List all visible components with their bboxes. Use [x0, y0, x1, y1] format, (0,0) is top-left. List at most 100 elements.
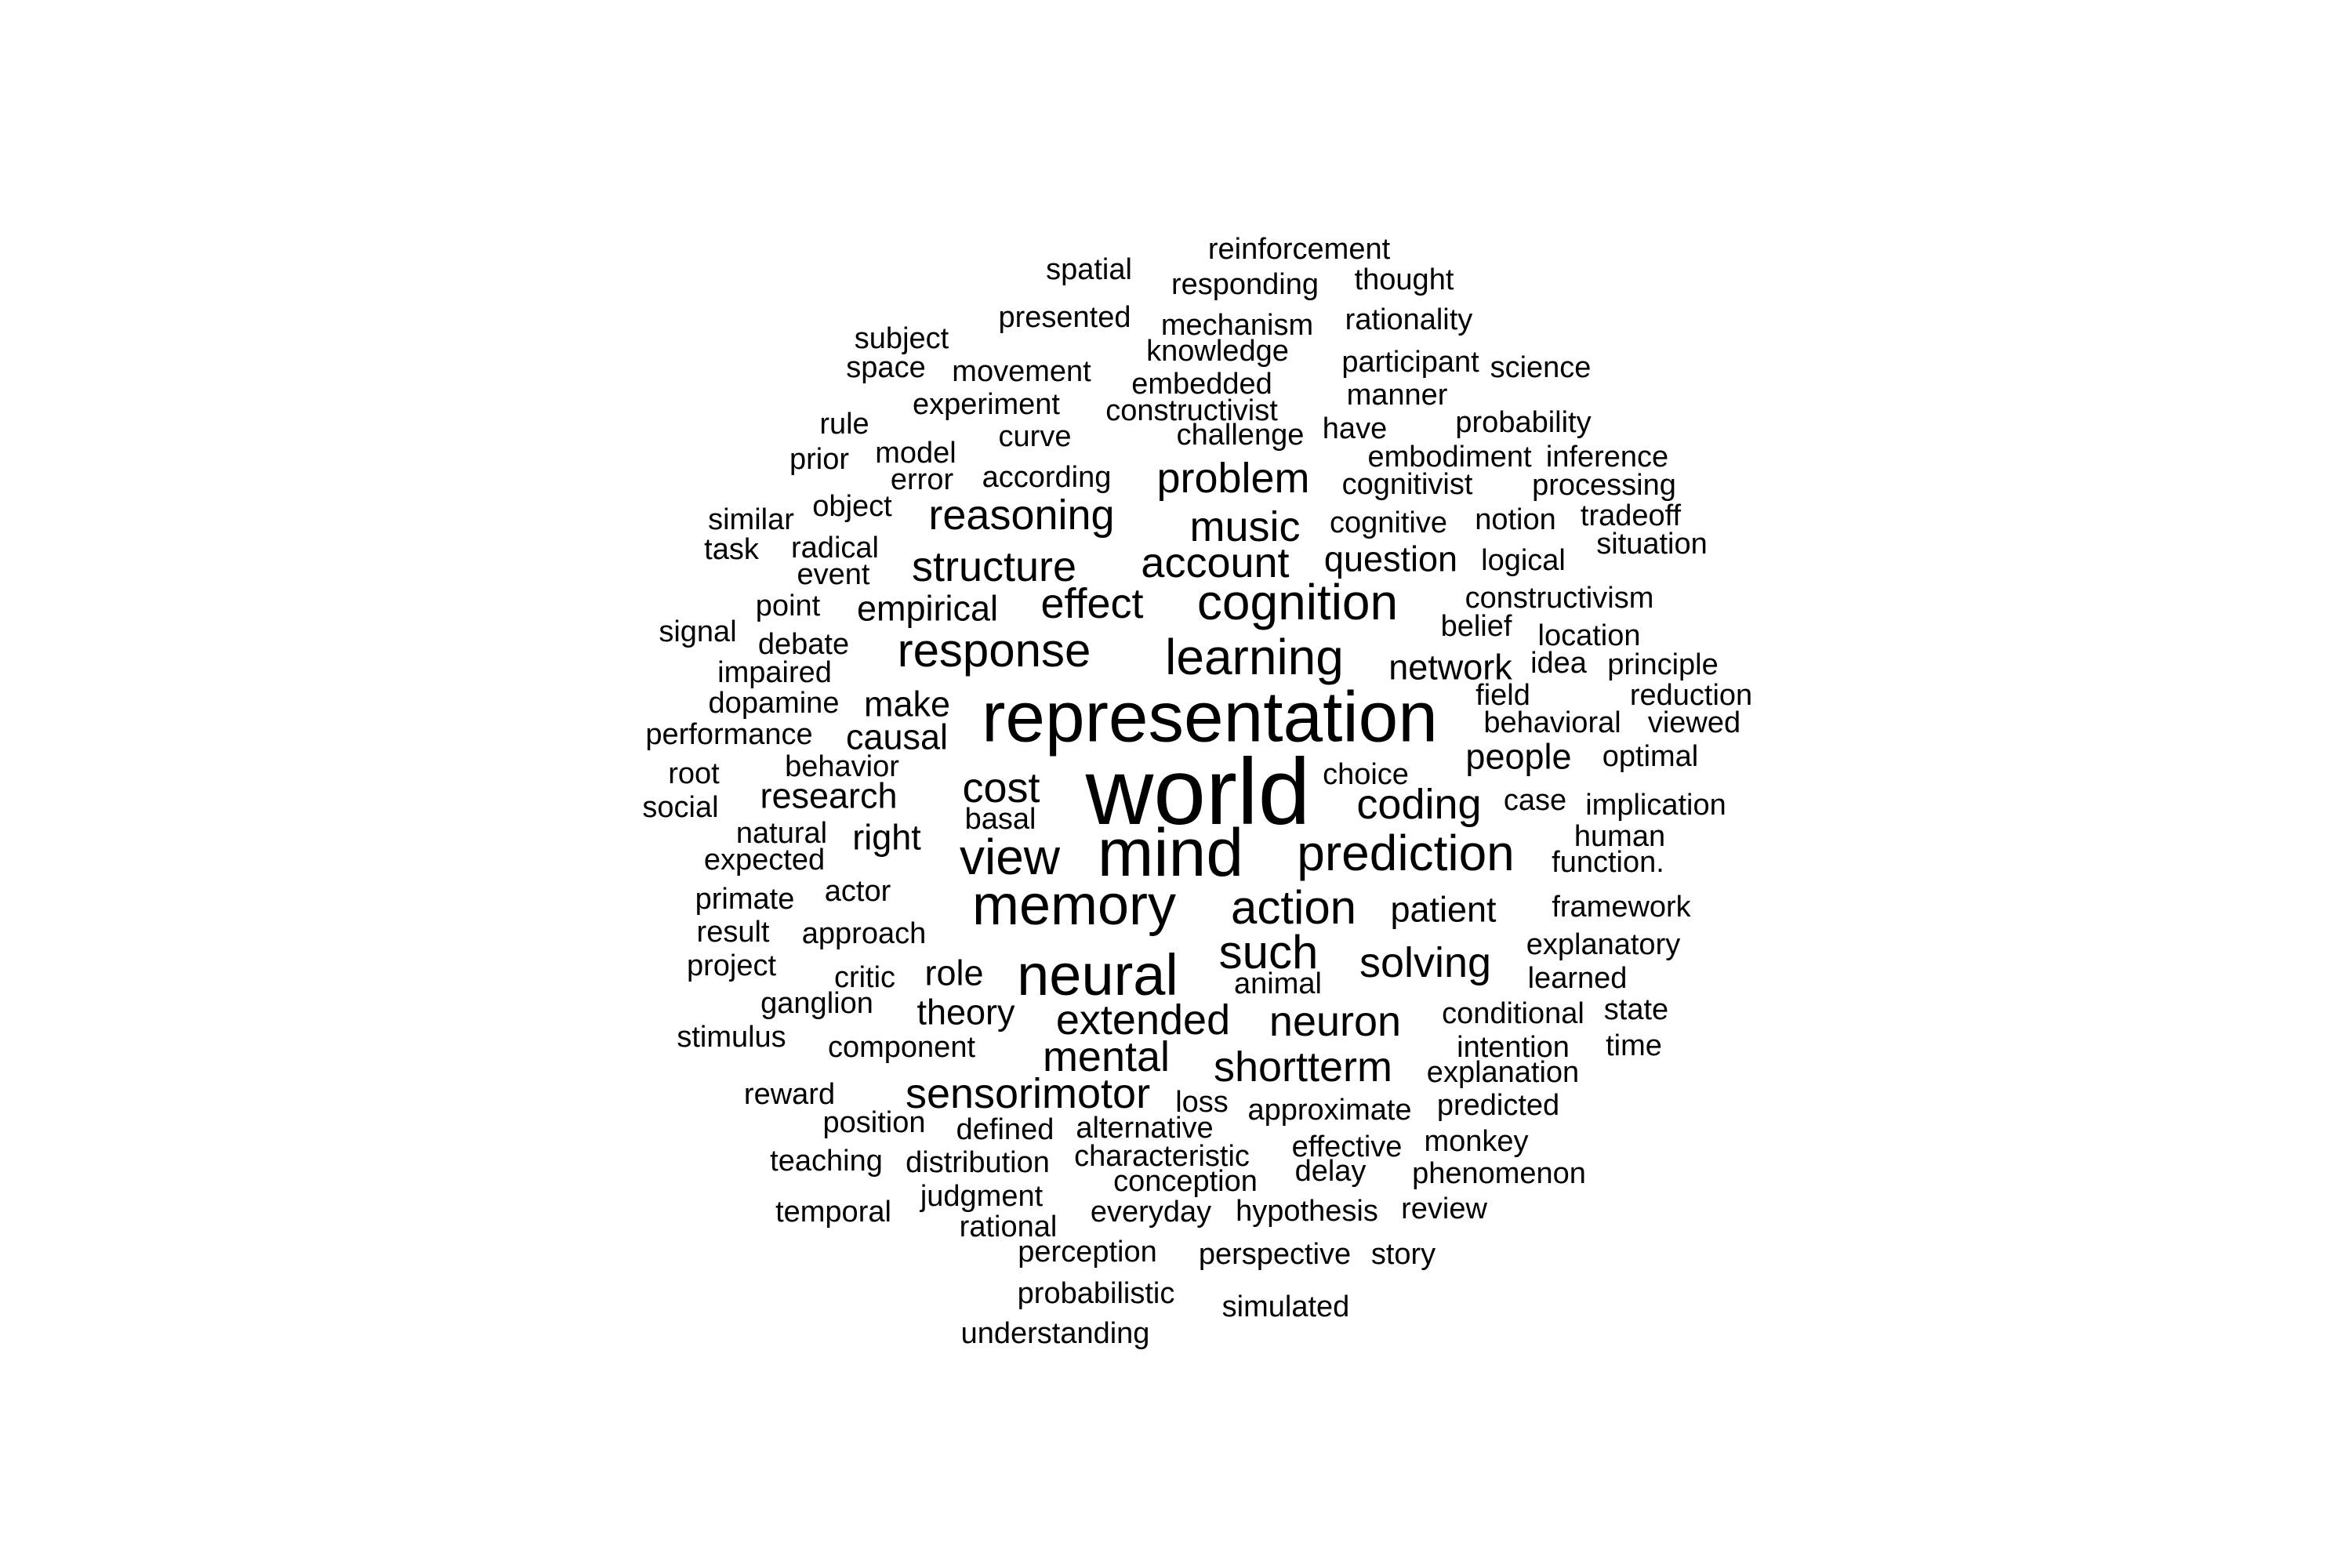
word-inference: inference [1545, 441, 1669, 474]
word-judgment: judgment [920, 1180, 1044, 1213]
word-responding: responding [1171, 268, 1319, 301]
word-component: component [827, 1031, 976, 1064]
word-music: music [1189, 503, 1301, 550]
word-probability: probability [1455, 406, 1592, 439]
word-actor: actor [824, 875, 891, 908]
word-science: science [1490, 351, 1592, 384]
word-social: social [642, 791, 719, 824]
word-network: network [1388, 647, 1512, 688]
word-loss: loss [1175, 1086, 1229, 1119]
word-perception: perception [1018, 1236, 1157, 1269]
word-primate: primate [695, 883, 795, 916]
word-have: have [1322, 412, 1388, 445]
word-error: error [890, 463, 954, 496]
word-characteristic: characteristic [1074, 1140, 1250, 1173]
word-rational: rational [959, 1210, 1058, 1243]
word-make: make [863, 684, 951, 724]
word-function: function. [1552, 846, 1664, 879]
word-debate: debate [757, 628, 850, 661]
word-cost: cost [962, 764, 1040, 811]
word-problem: problem [1156, 455, 1310, 502]
word-hypothesis: hypothesis [1236, 1195, 1378, 1228]
word-intention: intention [1457, 1031, 1570, 1064]
word-position: position [822, 1106, 926, 1139]
word-embodiment: embodiment [1367, 441, 1532, 474]
word-delay: delay [1294, 1155, 1367, 1188]
word-implication: implication [1585, 789, 1726, 822]
word-view: view [959, 829, 1061, 885]
word-framework: framework [1552, 891, 1691, 924]
word-predicted: predicted [1436, 1089, 1560, 1122]
word-participant: participant [1341, 346, 1479, 379]
word-according: according [982, 461, 1112, 494]
word-cognitive: cognitive [1330, 506, 1447, 539]
word-distribution: distribution [906, 1146, 1050, 1179]
word-mechanism: mechanism [1160, 309, 1314, 342]
word-conception: conception [1113, 1165, 1258, 1198]
word-object: object [812, 490, 892, 523]
word-world: world [1085, 739, 1311, 844]
word-presented: presented [998, 301, 1131, 334]
word-constructivist: constructivist [1105, 394, 1278, 427]
word-notion: notion [1475, 503, 1556, 536]
word-idea: idea [1530, 647, 1587, 680]
word-reasoning: reasoning [928, 492, 1115, 539]
word-location: location [1537, 619, 1641, 652]
word-rationality: rationality [1345, 303, 1473, 336]
word-research: research [760, 775, 898, 816]
word-representation: representation [982, 677, 1438, 757]
word-thought: thought [1354, 263, 1454, 296]
word-alternative: alternative [1076, 1112, 1214, 1145]
word-effect: effect [1040, 580, 1144, 627]
word-simulated: simulated [1221, 1290, 1350, 1323]
word-understanding: understanding [960, 1317, 1150, 1350]
word-causal: causal [845, 717, 949, 757]
word-logical: logical [1481, 544, 1566, 577]
word-teaching: teaching [770, 1145, 883, 1178]
word-belief: belief [1440, 610, 1512, 643]
word-cognitivist: cognitivist [1341, 468, 1473, 501]
word-project: project [686, 949, 777, 982]
word-account: account [1141, 539, 1290, 586]
word-tradeoff: tradeoff [1580, 499, 1682, 532]
word-learned: learned [1527, 962, 1628, 995]
word-explanatory: explanatory [1526, 928, 1681, 961]
word-expected: expected [703, 844, 826, 877]
word-temporal: temporal [775, 1196, 891, 1229]
word-critic: critic [833, 961, 896, 994]
word-monkey: monkey [1424, 1125, 1529, 1158]
word-shortterm: shortterm [1213, 1044, 1393, 1091]
word-signal: signal [659, 615, 737, 648]
word-manner: manner [1346, 379, 1448, 412]
word-story: story [1370, 1238, 1436, 1271]
word-field: field [1475, 679, 1530, 712]
word-spatial: spatial [1046, 253, 1132, 286]
word-reward: reward [743, 1078, 836, 1111]
word-structure: structure [911, 543, 1077, 590]
word-patient: patient [1390, 889, 1497, 930]
word-reinforcement: reinforcement [1207, 233, 1391, 266]
word-case: case [1503, 784, 1567, 817]
word-approximate: approximate [1247, 1094, 1412, 1127]
word-question: question [1323, 539, 1458, 579]
word-cognition: cognition [1196, 574, 1399, 630]
word-choice: choice [1323, 758, 1409, 791]
word-basal: basal [964, 803, 1036, 836]
word-everyday: everyday [1090, 1196, 1212, 1229]
word-stimulus: stimulus [677, 1021, 786, 1054]
word-event: event [797, 558, 870, 591]
word-prior: prior [789, 443, 850, 476]
word-memory: memory [971, 874, 1177, 937]
word-response: response [897, 624, 1091, 677]
word-neural: neural [1017, 942, 1178, 1007]
word-ganglion: ganglion [760, 987, 873, 1020]
word-root: root [668, 757, 720, 790]
word-movement: movement [952, 355, 1091, 388]
word-review: review [1401, 1192, 1487, 1225]
word-learning: learning [1165, 629, 1344, 685]
word-behavioral: behavioral [1483, 706, 1621, 739]
word-dopamine: dopamine [708, 687, 840, 720]
word-behavior: behavior [785, 750, 899, 783]
word-role: role [924, 953, 984, 993]
word-experiment: experiment [913, 388, 1060, 421]
